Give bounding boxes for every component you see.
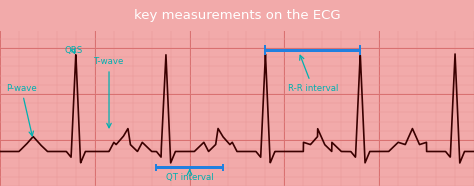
Text: QT interval: QT interval [166, 170, 213, 182]
Bar [222, 164, 224, 171]
Bar [359, 45, 361, 55]
Text: P-wave: P-wave [6, 84, 36, 136]
Text: key measurements on the ECG: key measurements on the ECG [134, 9, 340, 22]
Text: T-wave: T-wave [94, 57, 124, 128]
Bar [265, 49, 360, 52]
Text: R-R interval: R-R interval [288, 55, 338, 93]
Bar [155, 164, 157, 171]
Bar [156, 166, 223, 169]
Bar [264, 45, 266, 55]
Text: QRS: QRS [64, 46, 82, 55]
